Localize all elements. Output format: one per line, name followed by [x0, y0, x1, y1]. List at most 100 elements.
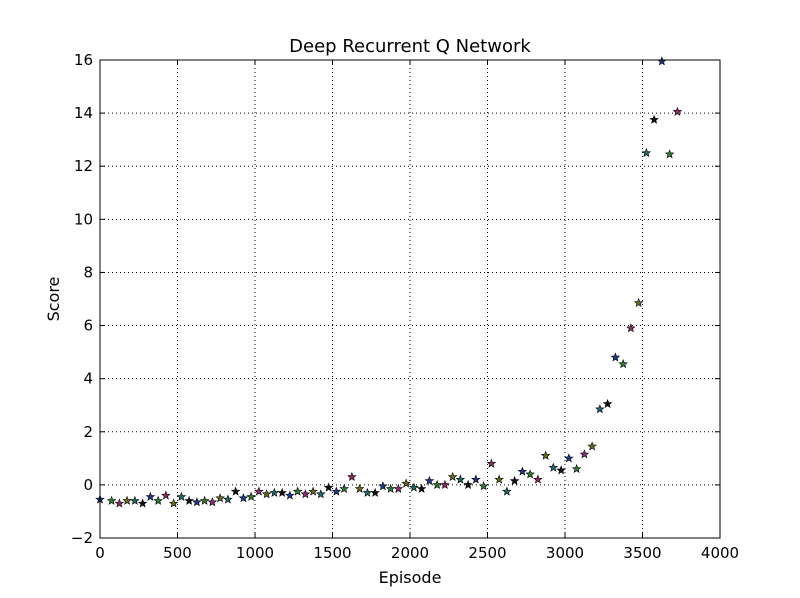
data-point	[308, 486, 318, 496]
data-point	[657, 56, 667, 66]
data-point	[509, 475, 520, 485]
data-point	[176, 491, 187, 501]
data-point	[230, 486, 241, 496]
data-point	[455, 474, 466, 484]
data-point	[316, 489, 326, 499]
data-point	[571, 463, 582, 474]
data-point	[401, 478, 411, 488]
data-point	[207, 497, 218, 507]
data-point	[223, 494, 233, 504]
y-tick-label: 10	[74, 210, 93, 228]
data-point	[331, 486, 342, 496]
data-point	[277, 487, 287, 497]
data-point	[564, 453, 574, 463]
x-tick-label: 0	[95, 544, 105, 562]
data-point	[145, 491, 156, 501]
data-point	[122, 495, 132, 505]
axis-ticks: 0 500 1000 1500 2000 2500 3000 3500 4000−2024681…	[71, 51, 739, 562]
data-point	[579, 449, 590, 459]
data-point	[595, 404, 605, 414]
data-point	[114, 498, 125, 508]
data-point	[385, 483, 396, 493]
data-point	[269, 487, 280, 497]
x-tick-label: 500	[163, 544, 192, 562]
y-tick-label: 4	[83, 370, 93, 388]
x-tick-label: 4000	[701, 544, 739, 562]
chart-title: Deep Recurrent Q Network	[289, 36, 531, 57]
data-point	[106, 495, 117, 505]
data-point	[478, 481, 489, 491]
data-point	[184, 495, 194, 505]
data-point	[130, 495, 140, 505]
data-point	[323, 482, 334, 492]
data-point	[626, 323, 636, 333]
data-point	[525, 469, 535, 479]
data-point	[370, 487, 380, 497]
x-tick-label: 1000	[236, 544, 274, 562]
data-point	[633, 297, 644, 308]
data-point	[292, 486, 303, 496]
data-point	[378, 481, 388, 491]
x-axis-label: Episode	[379, 568, 442, 587]
data-point	[556, 465, 566, 475]
data-point	[486, 458, 497, 468]
data-point	[440, 479, 450, 489]
data-point	[153, 495, 163, 505]
data-point	[432, 479, 442, 489]
y-axis-label: Score	[44, 277, 63, 322]
plot-frame	[99, 59, 721, 539]
data-point	[548, 462, 559, 472]
data-point	[618, 359, 628, 369]
data-point	[347, 471, 357, 481]
y-tick-label: 2	[83, 423, 93, 441]
data-point	[254, 486, 264, 496]
data-point	[517, 466, 528, 476]
data-point	[409, 482, 419, 492]
x-tick-label: 1500	[313, 544, 351, 562]
y-tick-label: 8	[83, 263, 93, 281]
data-point	[533, 474, 543, 484]
data-point	[246, 491, 256, 501]
y-tick-label: 14	[74, 104, 93, 122]
data-point	[502, 486, 512, 496]
y-tick-label: −2	[71, 529, 93, 547]
data-point	[168, 498, 179, 508]
data-point	[672, 106, 683, 116]
data-point	[238, 493, 249, 503]
data-point	[161, 490, 171, 500]
y-tick-label: 0	[83, 476, 93, 494]
data-point	[602, 398, 613, 408]
x-tick-label: 3500	[623, 544, 661, 562]
y-tick-label: 12	[74, 157, 93, 175]
data-points	[95, 56, 683, 508]
data-point	[494, 474, 504, 484]
data-point	[199, 495, 210, 505]
data-point	[424, 475, 435, 485]
data-point	[137, 498, 148, 508]
x-tick-label: 2500	[468, 544, 506, 562]
data-point	[540, 450, 551, 460]
data-point	[463, 479, 473, 489]
data-point	[215, 493, 225, 503]
y-tick-label: 16	[74, 51, 93, 69]
data-point	[300, 489, 311, 499]
data-point	[641, 147, 652, 158]
grid-lines	[100, 60, 720, 538]
data-point	[192, 497, 202, 507]
data-point	[393, 483, 404, 493]
data-point	[447, 471, 458, 481]
data-point	[285, 490, 295, 500]
data-point	[261, 489, 272, 499]
data-point	[471, 474, 481, 484]
data-point	[587, 441, 597, 451]
data-point	[649, 114, 659, 124]
data-point	[354, 483, 365, 493]
x-tick-label: 3000	[546, 544, 584, 562]
data-point	[362, 487, 373, 497]
x-tick-label: 2000	[391, 544, 429, 562]
data-point	[416, 483, 427, 493]
data-point	[339, 483, 349, 493]
y-tick-label: 6	[83, 317, 93, 335]
data-point	[610, 352, 621, 362]
